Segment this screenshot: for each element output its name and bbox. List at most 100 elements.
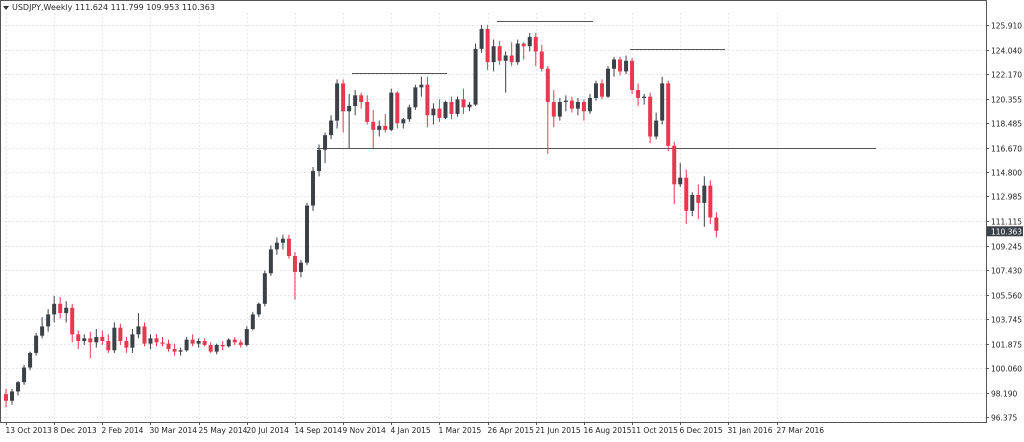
candle-body <box>220 344 225 347</box>
candle-body <box>64 307 69 314</box>
candle-body <box>569 100 574 109</box>
candle-body <box>497 46 502 61</box>
candle-body <box>365 101 370 122</box>
candle <box>612 56 617 77</box>
candle <box>395 91 400 129</box>
candle-body <box>425 84 430 116</box>
candle <box>298 259 303 278</box>
candle <box>551 90 556 128</box>
candle <box>286 234 291 259</box>
candle-body <box>250 314 255 330</box>
candle <box>503 51 508 93</box>
candle-body <box>305 205 309 263</box>
candle-body <box>160 342 165 344</box>
candle <box>672 141 677 205</box>
candle <box>16 380 21 396</box>
candle-body <box>256 303 261 315</box>
candle <box>262 270 267 307</box>
candle <box>64 301 69 323</box>
candle <box>10 388 15 405</box>
candle-body <box>455 99 460 114</box>
x-tick-label: 6 Dec 2015 <box>680 426 723 435</box>
candle <box>172 343 177 356</box>
x-tick-label: 13 Oct 2013 <box>6 426 53 435</box>
candle-body <box>148 338 153 344</box>
candle <box>690 192 695 217</box>
candle-body <box>612 59 617 69</box>
candle-body <box>431 108 436 116</box>
candle <box>238 339 243 348</box>
candle <box>636 83 641 106</box>
candle-body <box>666 83 671 146</box>
candle <box>100 330 105 345</box>
candle <box>527 32 532 52</box>
candle <box>305 202 309 266</box>
candle-body <box>443 101 448 118</box>
candle <box>226 338 231 348</box>
x-tick-label: 1 Mar 2015 <box>439 426 482 435</box>
y-tick-label: 114.800 <box>991 169 1022 178</box>
dropdown-triangle-icon[interactable] <box>3 5 9 10</box>
y-tick-label: 100.060 <box>991 365 1022 374</box>
candle-body <box>238 342 243 345</box>
candle-body <box>214 344 219 352</box>
candle-body <box>624 60 629 72</box>
candle-body <box>521 43 526 47</box>
candle-body <box>142 326 147 344</box>
candle-body <box>335 83 340 121</box>
candle-body <box>461 99 466 108</box>
candle <box>136 313 141 339</box>
candle <box>419 76 424 97</box>
candle <box>317 144 322 177</box>
candle-body <box>341 83 346 112</box>
candle <box>335 79 340 129</box>
candle-body <box>575 101 580 109</box>
y-tick-label: 118.485 <box>991 120 1022 129</box>
candle <box>112 322 117 353</box>
candle-body <box>401 119 406 124</box>
candle-body <box>581 101 586 112</box>
candle-body <box>660 83 665 121</box>
candle <box>214 343 219 355</box>
candle-body <box>178 350 183 352</box>
candle-body <box>593 83 598 98</box>
candle <box>509 42 514 67</box>
candle <box>371 109 376 149</box>
candle-body <box>413 87 418 108</box>
x-tick-label: 21 Jun 2015 <box>536 426 581 435</box>
candle <box>88 331 93 359</box>
x-tick-label: 4 Jan 2015 <box>391 426 431 435</box>
candle <box>76 330 81 349</box>
candle-body <box>34 335 39 353</box>
candle <box>280 234 285 250</box>
candle <box>648 92 653 144</box>
candle <box>52 295 57 323</box>
candle <box>437 99 442 122</box>
candle-body <box>28 352 33 368</box>
current-price-tag <box>987 226 1023 237</box>
candle-body <box>88 338 93 343</box>
candle <box>160 337 165 347</box>
candle <box>497 40 502 65</box>
candle-body <box>545 68 550 102</box>
candle-body <box>136 326 141 335</box>
candle <box>34 333 39 356</box>
candle <box>244 326 249 347</box>
candle-body <box>16 382 21 392</box>
candle <box>124 337 129 353</box>
candle <box>232 337 237 345</box>
candle-body <box>124 340 129 348</box>
candle-body <box>40 326 45 336</box>
candle <box>154 334 159 347</box>
x-tick-label: 8 Dec 2013 <box>54 426 97 435</box>
candle-body <box>630 60 635 91</box>
candle-body <box>202 340 207 345</box>
chart-header[interactable]: USDJPY,Weekly 111.624 111.799 109.953 11… <box>3 3 215 12</box>
ohlc-readout: 111.624 111.799 109.953 110.363 <box>74 3 215 12</box>
x-tick-label: 2 Feb 2014 <box>102 426 144 435</box>
candle-body <box>636 90 641 98</box>
candle-body <box>46 314 51 327</box>
y-tick-label: 116.670 <box>991 145 1022 154</box>
candle-body <box>286 238 291 257</box>
candle <box>341 79 346 133</box>
